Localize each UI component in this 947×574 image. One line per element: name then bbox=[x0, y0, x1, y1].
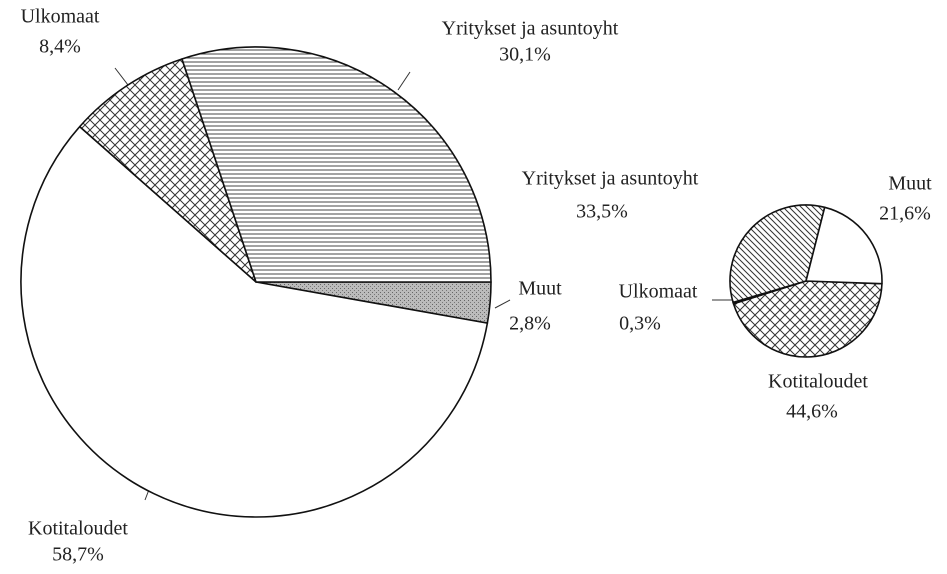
slice-label: Muut bbox=[518, 278, 562, 300]
leader-line bbox=[114, 67, 129, 86]
slice-value-label: 33,5% bbox=[576, 201, 628, 223]
slice-label: Yritykset ja asuntoyht bbox=[522, 168, 699, 190]
leader-line bbox=[397, 71, 411, 91]
slice-label: Ulkomaat bbox=[619, 281, 698, 303]
pie-slice bbox=[78, 58, 257, 283]
slice-value-label: 2,8% bbox=[509, 313, 551, 335]
leader-line bbox=[494, 299, 511, 309]
leader-lines bbox=[114, 67, 732, 501]
slice-value-label: 0,3% bbox=[619, 313, 661, 335]
slice-value-label: 8,4% bbox=[39, 36, 81, 58]
pie-slice bbox=[20, 125, 489, 518]
pie-slice bbox=[805, 206, 883, 285]
slice-label: Ulkomaat bbox=[21, 6, 100, 28]
slice-label: Kotitaloudet bbox=[28, 518, 128, 540]
slice-value-label: 58,7% bbox=[52, 544, 104, 566]
slice-value-label: 21,6% bbox=[879, 203, 931, 225]
slice-value-label: 30,1% bbox=[499, 44, 551, 66]
slice-value-label: 44,6% bbox=[786, 401, 838, 423]
pie-slice bbox=[732, 280, 883, 358]
slice-label: Yritykset ja asuntoyht bbox=[442, 18, 619, 40]
slice-label: Muut bbox=[888, 173, 932, 195]
slice-label: Kotitaloudet bbox=[768, 371, 868, 393]
pie-slice bbox=[729, 204, 826, 304]
pie-slice bbox=[181, 46, 492, 283]
